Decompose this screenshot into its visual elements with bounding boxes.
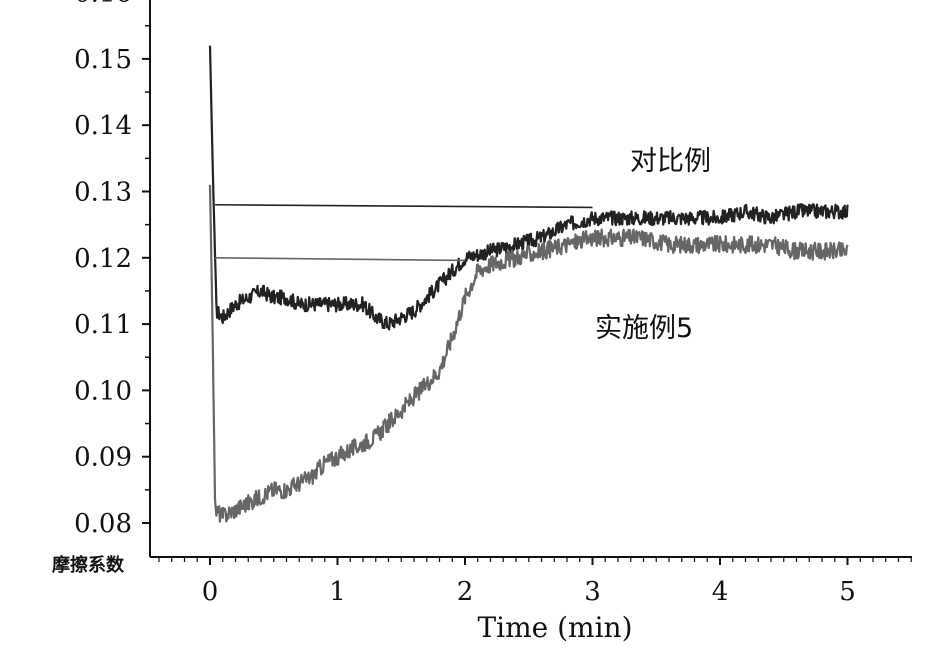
x-tick-label: 2: [457, 577, 474, 607]
y-tick-label: 0.10: [74, 376, 132, 406]
annotation-comparative-example: 对比例: [630, 146, 711, 177]
y-tick-label: 0.15: [74, 45, 132, 75]
x-tick-label: 0: [202, 577, 219, 607]
y-ticks: 0.08 0.09 0.10 0.11 0.12 0.13 0.14 0.15 0.16: [74, 0, 150, 539]
series-comparative-example-reference-line: [215, 203, 593, 209]
x-tick-label: 5: [839, 577, 856, 607]
x-axis-title: Time (min): [477, 611, 632, 644]
axes: [149, 0, 912, 558]
y-tick-label: 0.09: [74, 443, 132, 473]
series-comparative-example: [208, 45, 849, 331]
y-tick-label: 0.16: [74, 0, 132, 9]
x-tick-label: 4: [712, 577, 729, 607]
y-tick-label: 0.11: [74, 310, 132, 340]
x-ticks: 0 1 2 3 4 5: [158, 557, 912, 607]
series-layer: [208, 45, 849, 523]
x-tick-label: 3: [584, 577, 601, 607]
y-tick-label: 0.12: [74, 244, 132, 274]
y-tick-label: 0.08: [74, 509, 132, 539]
x-tick-label: 1: [329, 577, 346, 607]
y-tick-label: 0.13: [74, 178, 132, 208]
series-example-5: [208, 184, 849, 523]
annotation-example-5: 实施例5: [595, 313, 693, 344]
series-example-5-reference-line: [215, 257, 466, 262]
y-axis-title: 摩擦系数: [52, 554, 125, 576]
y-tick-label: 0.14: [74, 111, 132, 141]
